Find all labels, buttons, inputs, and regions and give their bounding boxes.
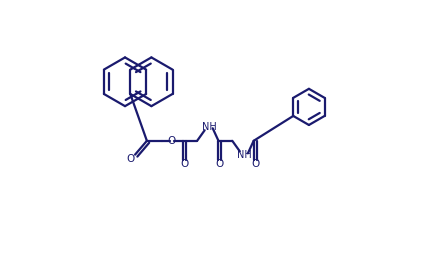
Text: O: O	[216, 159, 224, 169]
Text: O: O	[168, 136, 176, 146]
Text: O: O	[127, 154, 135, 164]
Text: NH: NH	[202, 122, 217, 132]
Text: O: O	[181, 159, 189, 169]
Text: O: O	[251, 159, 259, 169]
Text: NH: NH	[237, 150, 252, 160]
